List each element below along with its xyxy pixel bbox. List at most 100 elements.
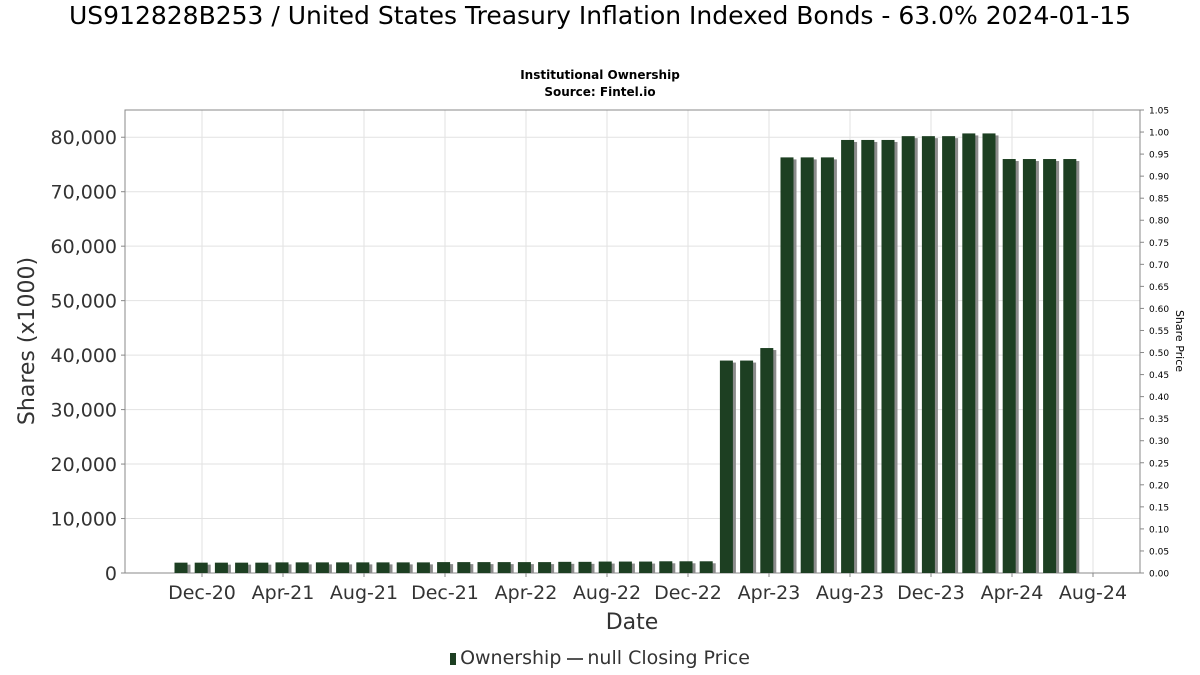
ownership-bar bbox=[477, 562, 491, 573]
y2-tick-label: 0.85 bbox=[1149, 195, 1169, 205]
y2-ticks-layer: 0.00 0.05 0.10 0.15 0.20 0.25 0.30 0.35 0.40 0.45… bbox=[1140, 107, 1169, 580]
x-tick-label: Apr-24 bbox=[981, 582, 1044, 604]
ownership-bar bbox=[578, 561, 592, 573]
y-ticks-layer: 0 10,000 20,000 30,000 40,000 50,000 60,000 70,… bbox=[51, 127, 125, 585]
ownership-bar bbox=[800, 157, 814, 573]
y-tick-label: 40,000 bbox=[51, 345, 117, 367]
chart-source: Source: Fintel.io bbox=[544, 85, 656, 99]
ownership-bar bbox=[396, 562, 410, 573]
ownership-bar bbox=[618, 561, 632, 573]
y2-tick-label: 0.30 bbox=[1149, 437, 1169, 447]
ownership-bar bbox=[538, 562, 552, 573]
y-tick-label: 20,000 bbox=[51, 454, 117, 476]
y2-tick-label: 0.10 bbox=[1149, 525, 1169, 535]
ownership-bar bbox=[719, 360, 733, 573]
ownership-bar bbox=[497, 562, 511, 573]
y2-tick-label: 0.65 bbox=[1149, 283, 1169, 293]
ownership-bar bbox=[457, 562, 471, 573]
y-tick-label: 80,000 bbox=[51, 127, 117, 149]
chart-subtitle: Institutional Ownership bbox=[520, 68, 680, 82]
y-tick-label: 60,000 bbox=[51, 236, 117, 258]
legend: Ownership null Closing Price bbox=[0, 647, 1200, 669]
ownership-bar bbox=[416, 562, 430, 573]
y-tick-label: 70,000 bbox=[51, 182, 117, 204]
y2-tick-label: 0.80 bbox=[1149, 217, 1169, 227]
ownership-bar bbox=[437, 562, 451, 573]
ownership-bar bbox=[336, 562, 350, 573]
x-tick-label: Dec-22 bbox=[654, 582, 722, 604]
ownership-bar bbox=[982, 133, 996, 573]
y2-tick-label: 0.55 bbox=[1149, 327, 1169, 337]
ownership-bar bbox=[901, 136, 915, 574]
ownership-bar bbox=[699, 561, 713, 573]
ownership-bar bbox=[356, 562, 370, 573]
x-tick-label: Apr-22 bbox=[495, 582, 558, 604]
x-tick-label: Apr-21 bbox=[252, 582, 315, 604]
ownership-bar bbox=[1022, 159, 1036, 573]
x-tick-label: Aug-23 bbox=[816, 582, 884, 604]
y2-tick-label: 0.00 bbox=[1149, 570, 1169, 580]
chart-title: US912828B253 / United States Treasury In… bbox=[68, 1, 1132, 30]
ownership-bar bbox=[841, 139, 855, 574]
x-tick-label: Aug-21 bbox=[330, 582, 398, 604]
ownership-bar bbox=[881, 139, 895, 574]
y2-tick-label: 0.75 bbox=[1149, 239, 1169, 249]
x-tick-label: Apr-23 bbox=[738, 582, 801, 604]
y-axis-label: Shares (x1000) bbox=[15, 257, 40, 425]
ownership-bar bbox=[255, 562, 269, 573]
x-tick-label: Dec-23 bbox=[897, 582, 965, 604]
bars-layer bbox=[174, 133, 1080, 574]
ownership-bar bbox=[315, 562, 329, 573]
y2-tick-label: 0.05 bbox=[1149, 547, 1169, 557]
y2-tick-label: 1.05 bbox=[1149, 107, 1169, 117]
ownership-bar bbox=[639, 561, 653, 573]
ownership-bar bbox=[740, 360, 754, 573]
y2-tick-label: 0.40 bbox=[1149, 393, 1169, 403]
x-tick-label: Aug-22 bbox=[573, 582, 641, 604]
x-tick-label: Aug-24 bbox=[1059, 582, 1127, 604]
x-tick-label: Dec-20 bbox=[168, 582, 236, 604]
ownership-bar bbox=[517, 562, 531, 573]
y2-tick-label: 0.45 bbox=[1149, 371, 1169, 381]
ownership-bar bbox=[942, 136, 956, 574]
ownership-bar bbox=[1043, 159, 1057, 573]
ownership-bar bbox=[679, 561, 693, 573]
y2-tick-label: 0.15 bbox=[1149, 503, 1169, 513]
y2-tick-label: 0.90 bbox=[1149, 173, 1169, 183]
ownership-bar bbox=[376, 562, 390, 573]
y-tick-label: 30,000 bbox=[51, 400, 117, 422]
ownership-bar bbox=[194, 562, 208, 573]
legend-ownership-label: Ownership bbox=[460, 647, 562, 669]
y2-tick-label: 0.20 bbox=[1149, 481, 1169, 491]
y-tick-label: 10,000 bbox=[51, 509, 117, 531]
y-tick-label: 0 bbox=[105, 563, 117, 585]
ownership-bar bbox=[820, 157, 834, 573]
ownership-bar bbox=[921, 136, 935, 574]
ownership-bar bbox=[1063, 159, 1077, 573]
ownership-bar bbox=[214, 562, 228, 573]
ownership-bar bbox=[760, 348, 774, 573]
x-tick-label: Dec-21 bbox=[411, 582, 479, 604]
ownership-bar bbox=[275, 562, 289, 573]
ownership-bar bbox=[598, 561, 612, 573]
ownership-bar bbox=[861, 139, 875, 574]
ownership-bar bbox=[659, 561, 673, 573]
ownership-bar bbox=[174, 562, 188, 573]
y2-tick-label: 0.60 bbox=[1149, 305, 1169, 315]
ownership-bar bbox=[295, 562, 309, 573]
ownership-bar bbox=[780, 157, 794, 573]
y2-axis-label: Share Price bbox=[1173, 310, 1186, 372]
y2-tick-label: 1.00 bbox=[1149, 129, 1169, 139]
x-axis-label: Date bbox=[606, 610, 659, 635]
y2-tick-label: 0.35 bbox=[1149, 415, 1169, 425]
x-ticks-layer: Dec-20 Apr-21 Aug-21 Dec-21 Apr-22 Aug-22 Dec-… bbox=[168, 573, 1127, 604]
y-tick-label: 50,000 bbox=[51, 291, 117, 313]
legend-ownership-swatch bbox=[450, 652, 457, 665]
y2-tick-label: 0.70 bbox=[1149, 261, 1169, 271]
ownership-bar bbox=[962, 133, 976, 573]
ownership-bar bbox=[1002, 159, 1016, 573]
legend-price-line bbox=[567, 657, 584, 660]
y2-tick-label: 0.50 bbox=[1149, 349, 1169, 359]
y2-tick-label: 0.25 bbox=[1149, 459, 1169, 469]
